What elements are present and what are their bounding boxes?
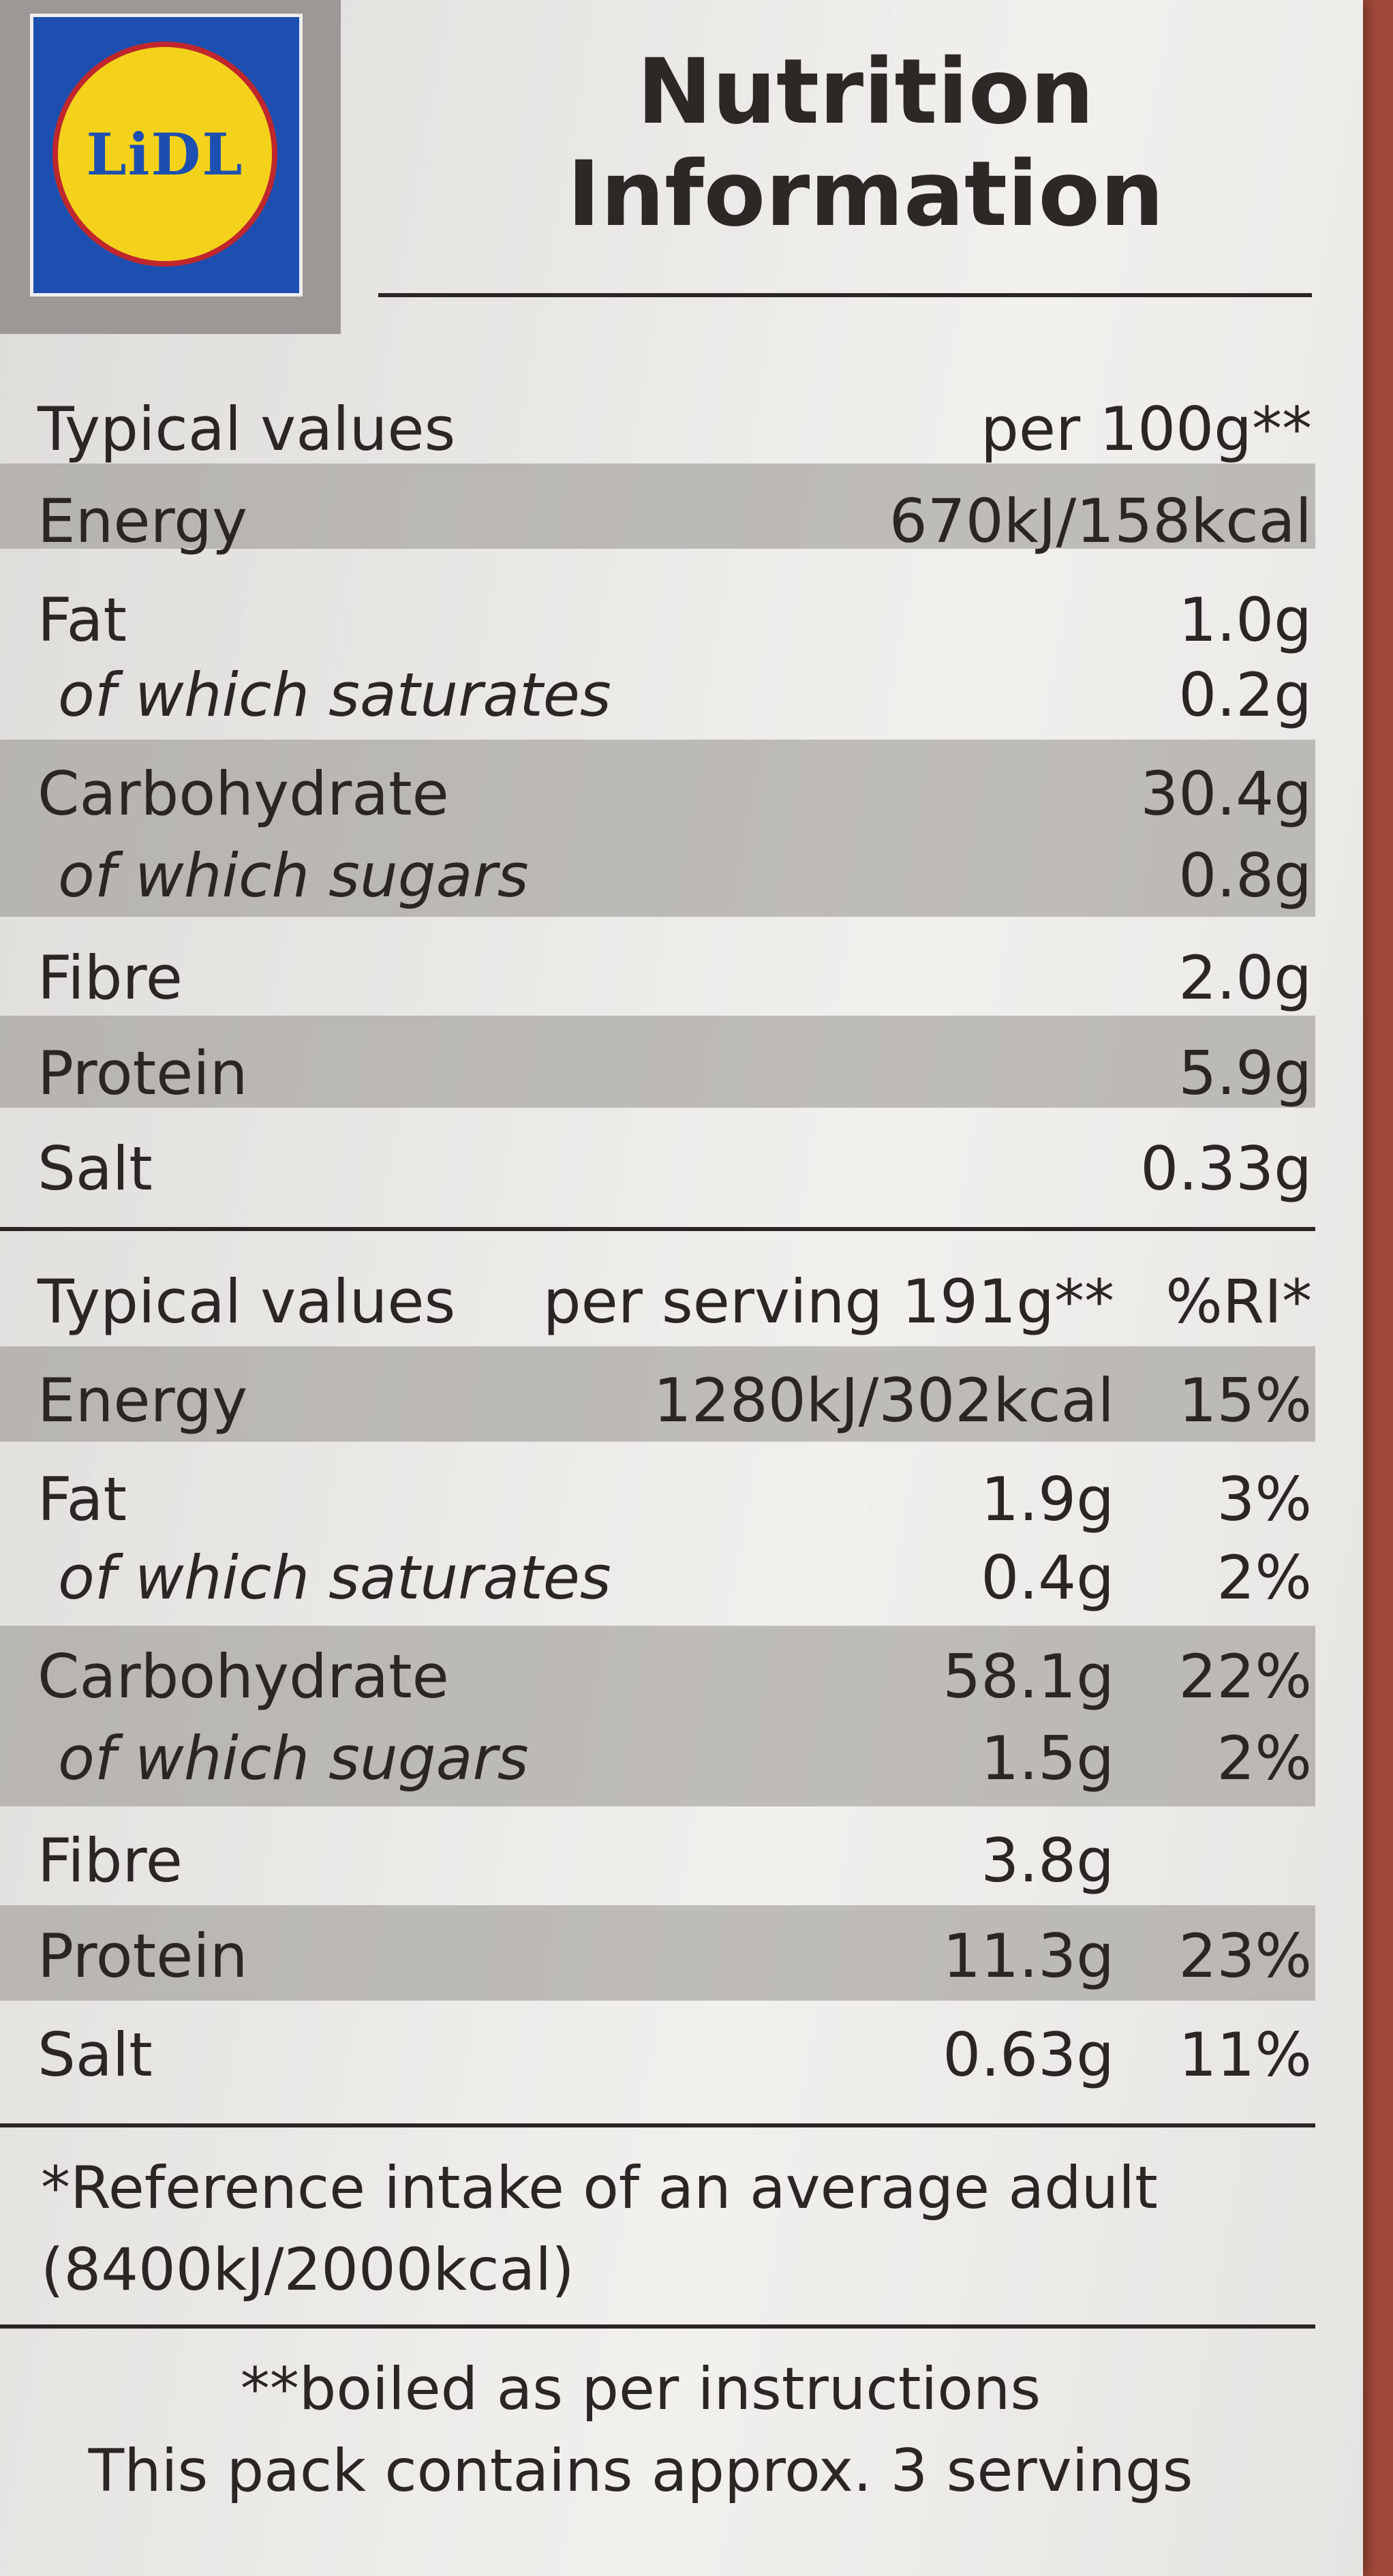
logo-text: LiDL [86,120,244,188]
nutrient-name: Energy [37,486,248,556]
nutrient-value: 670kJ/158kcal [889,486,1312,556]
nutrient-name: Carbohydrate [37,1641,449,1712]
nutrient-value: 3.8g [981,1825,1114,1896]
nutrient-value: 0.8g [1178,840,1312,911]
band-carb-100 [0,740,1315,917]
lidl-logo: LiDL [30,14,303,297]
header-label: Typical values [37,1267,456,1337]
table-row: Carbohydrate 58.1g 22% [37,1633,1312,1721]
nutrient-name: Salt [37,2020,153,2090]
nutrient-name: of which sugars [58,1723,529,1793]
table-row: of which sugars 0.8g [37,832,1312,920]
boiled-note: **boiled as per instructions [240,2355,1041,2423]
table-row: Protein 11.3g 23% [37,1912,1312,2001]
nutrient-name: Carbohydrate [37,759,449,829]
nutrient-ri: 15% [1178,1365,1312,1436]
ri-footnote: *Reference intake of an average adult (8… [41,2147,1308,2311]
band-protein-serving [0,1905,1315,2001]
nutrient-value: 0.2g [1178,660,1312,730]
table-row: Salt 0.33g [37,1125,1312,1213]
table-row: Energy 1280kJ/302kcal 15% [37,1357,1312,1445]
table-row: Energy 670kJ/158kcal [37,477,1312,566]
ri-footnote-line-1: *Reference intake of an average adult [41,2154,1158,2222]
title-rule [378,293,1312,297]
header-col-per-serving: per serving 191g** [542,1267,1114,1337]
bottom-rule [0,2324,1315,2329]
header-col-ri: %RI* [1165,1267,1312,1337]
header-col-per100g: per 100g** [981,394,1312,464]
table-row: Protein 5.9g [37,1029,1312,1118]
nutrient-name: Fibre [37,1825,183,1896]
page-title: Nutrition Information [559,41,1172,245]
nutrient-name: Fibre [37,943,183,1013]
nutrient-name: Fat [37,1464,127,1534]
nutrient-value: 0.33g [1140,1134,1312,1204]
per100-header: Typical values per 100g** [37,385,1312,474]
table-row: Fat 1.0g [37,576,1312,665]
title-line-2: Information [567,142,1164,247]
nutrient-value: 11.3g [943,1921,1114,1991]
section-rule [0,1227,1315,1231]
nutrient-name: Protein [37,1038,248,1108]
table-row: of which saturates 0.2g [37,651,1312,740]
lidl-logo-circle: LiDL [52,42,277,267]
nutrient-name: of which sugars [58,840,529,911]
table-row: Salt 0.63g 11% [37,2011,1312,2100]
nutrient-value: 0.63g [943,2020,1114,2090]
serving-footnote: **boiled as per instructions This pack c… [0,2348,1281,2512]
nutrient-ri: 23% [1178,1921,1312,1991]
table-row: Fibre 3.8g [37,1817,1312,1905]
nutrient-name: Energy [37,1365,248,1436]
nutrient-value: 2.0g [1178,943,1312,1013]
nutrient-name: of which saturates [58,1543,611,1613]
nutrient-ri: 11% [1178,2020,1312,2090]
nutrient-name: Protein [37,1921,248,1991]
nutrient-value: 30.4g [1140,759,1312,829]
logo-frame: LiDL [0,0,341,334]
nutrition-label: LiDL Nutrition Information Typical value… [0,0,1363,2576]
table-row: Carbohydrate 30.4g [37,750,1312,838]
serving-header: Typical values per serving 191g** %RI* [37,1258,1312,1346]
nutrient-name: of which saturates [58,660,611,730]
table-row: Fat 1.9g 3% [37,1455,1312,1544]
header-label: Typical values [37,394,456,464]
nutrient-value: 58.1g [943,1641,1114,1712]
nutrient-name: Salt [37,1134,153,1204]
nutrient-value: 5.9g [1178,1038,1312,1108]
table-row: of which sugars 1.5g 2% [37,1714,1312,1803]
title-line-1: Nutrition [637,40,1094,145]
nutrient-value: 0.4g [981,1543,1114,1613]
band-energy-serving [0,1346,1315,1442]
band-energy-100 [0,464,1315,549]
nutrient-ri: 2% [1216,1543,1312,1613]
nutrient-value: 1.0g [1178,585,1312,655]
nutrient-ri: 2% [1216,1723,1312,1793]
ri-footnote-line-2: (8400kJ/2000kcal) [41,2236,575,2304]
footnote-rule [0,2123,1315,2127]
nutrient-value: 1.9g [981,1464,1114,1534]
band-protein-100 [0,1016,1315,1108]
nutrient-value: 1280kJ/302kcal [653,1365,1114,1436]
nutrient-ri: 22% [1178,1641,1312,1712]
nutrient-value: 1.5g [981,1723,1114,1793]
table-row: of which saturates 0.4g 2% [37,1534,1312,1622]
table-row: Fibre 2.0g [37,934,1312,1022]
nutrient-ri: 3% [1216,1464,1312,1534]
band-carb-serving [0,1626,1315,1806]
nutrient-name: Fat [37,585,127,655]
servings-note: This pack contains approx. 3 servings [88,2437,1193,2505]
